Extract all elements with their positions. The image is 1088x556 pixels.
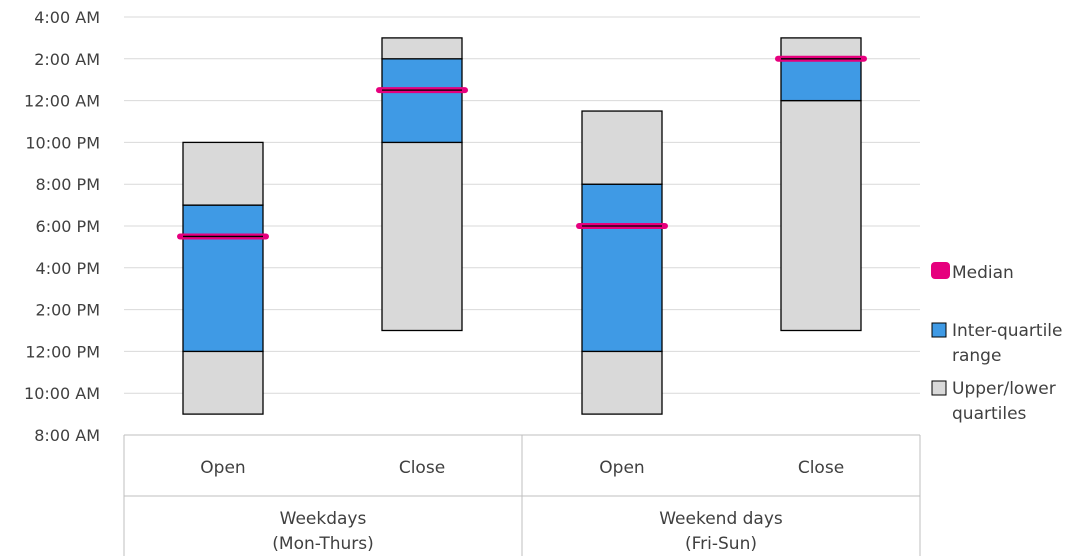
bar-upper-quartile-close-1 — [381, 37, 463, 60]
y-axis-tick-labels: 8:00 AM 10:00 AM 12:00 PM 2:00 PM 4:00 PM 6:0… — [24, 8, 100, 445]
bar-upper-quartile-close-3 — [780, 37, 862, 60]
y-tick-label: 2:00 PM — [36, 301, 100, 320]
bar-iqr-close-1 — [381, 58, 463, 144]
y-tick-label: 4:00 PM — [36, 259, 100, 278]
bar-lower-quartile-close-1 — [381, 141, 463, 332]
legend-label-quartiles: Upper/lower — [952, 379, 1056, 399]
legend-label-iqr: Inter-quartile — [952, 321, 1063, 341]
y-tick-label: 10:00 AM — [24, 384, 100, 403]
bar-lower-quartile-close-3 — [780, 99, 862, 332]
x-group-label-line2: (Mon-Thurs) — [272, 534, 373, 554]
legend: Median Inter-quartile range Upper/lower quar… — [931, 262, 1063, 424]
legend-label-iqr-line2: range — [952, 346, 1001, 366]
bar-iqr-open-2 — [581, 183, 663, 353]
y-tick-label: 8:00 AM — [34, 426, 100, 445]
legend-swatch-median — [931, 262, 950, 279]
bar-upper-quartile-open-2 — [581, 110, 663, 185]
y-tick-label: 12:00 AM — [24, 92, 100, 111]
y-tick-label: 12:00 PM — [25, 342, 100, 361]
y-tick-label: 4:00 AM — [34, 8, 100, 27]
y-tick-label: 8:00 PM — [36, 175, 100, 194]
legend-swatch-quartiles — [931, 380, 947, 396]
y-tick-label: 6:00 PM — [36, 217, 100, 236]
bars — [177, 37, 867, 415]
x-group-label-line2: (Fri-Sun) — [685, 534, 757, 554]
x-category-label: Close — [798, 458, 844, 478]
x-category-label: Open — [200, 458, 245, 478]
x-group-label: Weekend days — [659, 509, 783, 529]
legend-label-median: Median — [952, 263, 1014, 283]
bar-iqr-close-3 — [780, 58, 862, 102]
legend-swatch-iqr — [931, 322, 947, 338]
bar-lower-quartile-open-0 — [182, 350, 264, 415]
bar-lower-quartile-open-2 — [581, 350, 663, 415]
y-tick-label: 2:00 AM — [34, 50, 100, 69]
bar-iqr-open-0 — [182, 204, 264, 353]
x-group-label: Weekdays — [280, 509, 367, 529]
x-axis: Open Close Weekdays (Mon-Thurs) Open Close Wee… — [123, 434, 921, 556]
bar-upper-quartile-open-0 — [182, 141, 264, 206]
x-category-label: Close — [399, 458, 445, 478]
legend-label-quartiles-line2: quartiles — [952, 404, 1027, 424]
x-category-label: Open — [599, 458, 644, 478]
y-tick-label: 10:00 PM — [25, 133, 100, 152]
